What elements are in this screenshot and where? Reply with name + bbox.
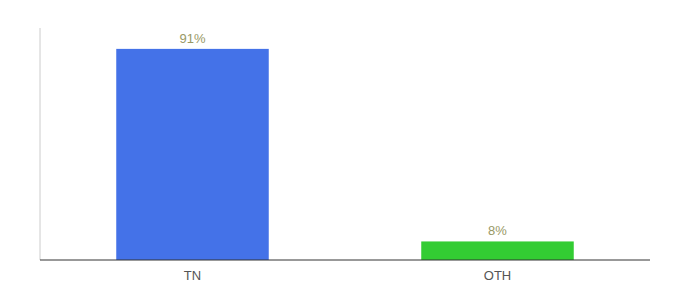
chart-container: TN OTH 91% 8% [0,0,680,300]
chart-svg: TN OTH 91% 8% [0,0,680,300]
x-tick-label: TN [184,268,201,283]
data-label: 8% [488,223,507,238]
data-label: 91% [179,31,205,46]
bar [421,241,574,260]
x-axis-line [40,260,650,261]
bars [116,49,574,260]
x-tick-label: OTH [484,268,511,283]
y-axis-line [40,28,41,260]
bar [116,49,269,260]
